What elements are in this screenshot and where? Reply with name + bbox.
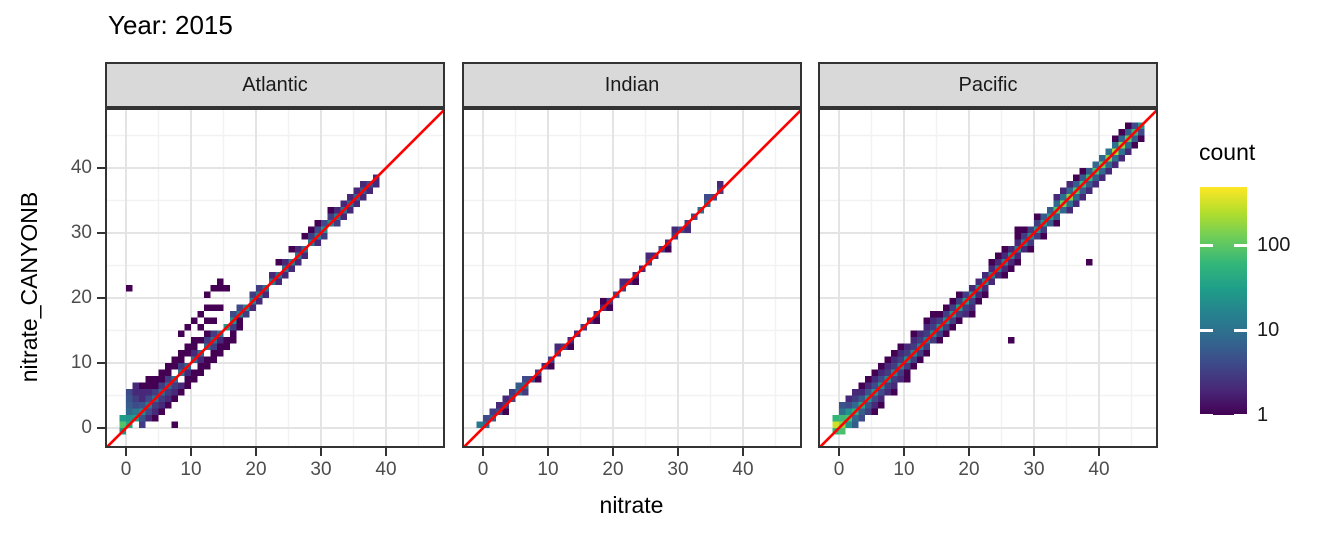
legend-title: count [1199, 139, 1256, 165]
legend-tick-mark [1234, 414, 1247, 417]
y-tick-mark [97, 362, 105, 364]
x-tick-label: 20 [245, 459, 267, 480]
x-tick-mark [968, 448, 970, 456]
y-tick-mark [97, 232, 105, 234]
legend-tick-label: 10 [1257, 319, 1280, 341]
x-tick-mark [677, 448, 679, 456]
facet-strip-label: Pacific [958, 74, 1018, 96]
facet-pacific: Pacific [818, 62, 1158, 462]
y-tick-mark [97, 427, 105, 429]
x-tick-mark [190, 448, 192, 456]
legend-tick-label: 1 [1257, 404, 1269, 426]
panel-atlantic [105, 108, 445, 448]
legend-tick-mark [1200, 244, 1213, 247]
x-tick-label: 30 [1023, 459, 1045, 480]
facet-strip-pacific: Pacific [818, 62, 1158, 108]
x-tick-label: 30 [310, 459, 332, 480]
x-tick-mark [125, 448, 127, 456]
x-tick-mark [547, 448, 549, 456]
x-tick-label: 20 [602, 459, 624, 480]
x-tick-label: 30 [667, 459, 689, 480]
y-tick-label: 40 [70, 157, 92, 178]
x-tick-mark [742, 448, 744, 456]
x-tick-mark [482, 448, 484, 456]
y-tick-label: 10 [70, 352, 92, 373]
x-tick-mark [1098, 448, 1100, 456]
panel-pacific [818, 108, 1158, 448]
legend-tick-mark [1200, 414, 1213, 417]
x-tick-label: 10 [893, 459, 915, 480]
facet-strip-indian: Indian [462, 62, 802, 108]
x-tick-mark [903, 448, 905, 456]
legend-tick-mark [1200, 329, 1213, 332]
x-tick-label: 0 [477, 459, 489, 480]
x-tick-label: 0 [120, 459, 132, 480]
y-tick-label: 0 [81, 417, 92, 438]
facet-strip-label: Atlantic [242, 74, 308, 96]
x-tick-mark [320, 448, 322, 456]
panel-indian [462, 108, 802, 448]
legend-tick-mark [1234, 329, 1247, 332]
legend-tick-label: 100 [1257, 234, 1291, 256]
x-tick-mark [612, 448, 614, 456]
y-tick-label: 20 [70, 287, 92, 308]
x-tick-label: 40 [375, 459, 397, 480]
x-tick-label: 20 [958, 459, 980, 480]
facet-atlantic: Atlantic [105, 62, 445, 462]
x-tick-label: 0 [833, 459, 845, 480]
y-tick-mark [97, 297, 105, 299]
legend-tick-mark [1234, 244, 1247, 247]
x-axis-title: nitrate [599, 492, 664, 518]
y-tick-label: 30 [70, 222, 92, 243]
x-tick-mark [385, 448, 387, 456]
y-axis-title: nitrate_CANYONB [16, 191, 42, 383]
x-tick-label: 40 [1088, 459, 1110, 480]
x-tick-label: 10 [537, 459, 559, 480]
x-tick-mark [255, 448, 257, 456]
x-tick-mark [838, 448, 840, 456]
facet-indian: Indian [462, 62, 802, 462]
x-tick-mark [1033, 448, 1035, 456]
legend-colorbar [1200, 187, 1247, 415]
facet-strip-label: Indian [604, 74, 660, 96]
x-tick-label: 40 [732, 459, 754, 480]
facet-strip-atlantic: Atlantic [105, 62, 445, 108]
y-tick-mark [97, 167, 105, 169]
x-tick-label: 10 [180, 459, 202, 480]
plot-title: Year: 2015 [108, 10, 233, 40]
